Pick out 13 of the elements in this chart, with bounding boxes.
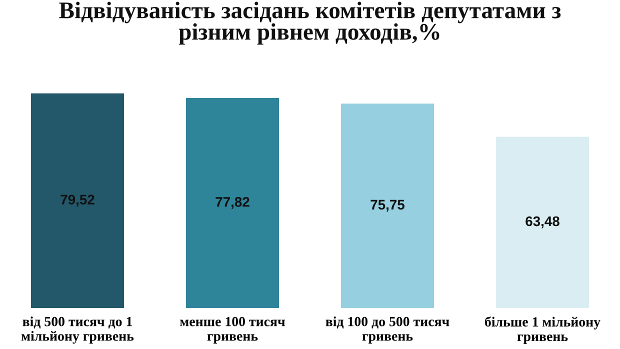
data-label: 63,48	[526, 216, 560, 228]
data-label: 77,82	[216, 196, 250, 209]
x-tick-label: від 500 тисяч до 1 мільйону гривень	[21, 316, 134, 344]
x-tick-label: більше 1 мільйону гривень	[485, 316, 600, 344]
x-tick-label: від 100 до 500 тисяч гривень	[326, 316, 450, 344]
bar	[341, 104, 434, 308]
x-tick-label: менше 100 тисяч гривень	[180, 316, 285, 344]
bar	[31, 93, 124, 308]
chart-title: Відвідуваність засідань комітетів депутатами з різним рівнем доходів,%	[59, 2, 561, 45]
bar	[186, 98, 279, 308]
bar	[496, 136, 589, 308]
data-label: 75,75	[370, 200, 404, 212]
data-label: 79,52	[60, 194, 94, 207]
